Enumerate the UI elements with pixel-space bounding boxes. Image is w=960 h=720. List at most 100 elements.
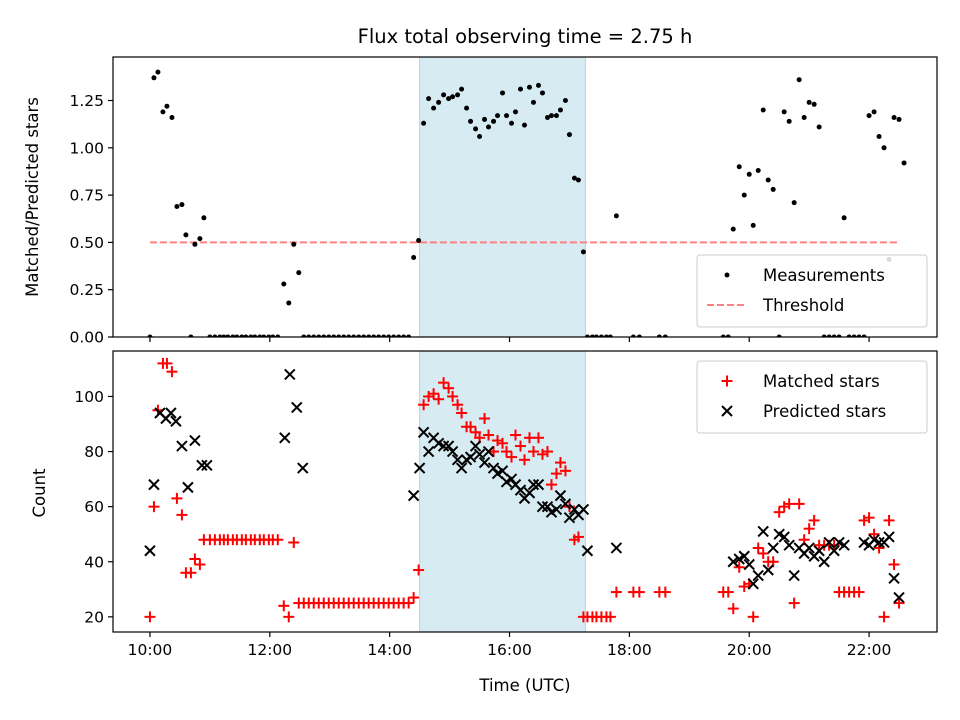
data-point <box>411 255 417 261</box>
data-point <box>510 429 522 441</box>
data-point <box>548 113 554 119</box>
data-point <box>818 556 830 568</box>
data-point <box>801 115 807 121</box>
series-measurements <box>147 69 907 337</box>
data-point <box>656 334 662 337</box>
y-tick-label: 100 <box>74 388 104 406</box>
data-point <box>773 506 785 518</box>
data-point <box>225 334 231 337</box>
data-point <box>722 586 734 598</box>
data-point <box>446 96 452 102</box>
data-point <box>808 514 820 526</box>
data-point <box>437 440 450 452</box>
data-point <box>878 611 890 623</box>
data-point <box>351 334 357 337</box>
data-point <box>500 90 506 96</box>
data-point <box>562 98 568 104</box>
data-point <box>535 82 541 88</box>
data-point <box>266 334 272 337</box>
data-point <box>401 334 407 337</box>
data-point <box>182 481 194 494</box>
data-point <box>452 399 464 411</box>
data-point <box>148 478 160 491</box>
data-point <box>783 539 795 551</box>
data-point <box>752 569 764 582</box>
data-point <box>505 473 518 485</box>
data-point <box>183 232 189 238</box>
data-point <box>144 611 156 623</box>
data-point <box>144 545 156 557</box>
data-point <box>194 559 206 571</box>
data-point <box>750 222 756 228</box>
data-point <box>550 503 563 516</box>
data-point <box>468 118 474 124</box>
data-point <box>482 445 495 458</box>
data-point <box>584 334 590 337</box>
data-point <box>853 586 865 598</box>
data-point <box>813 545 825 557</box>
data-point <box>164 103 170 109</box>
x-tick-label: 14:00 <box>367 641 412 659</box>
data-point <box>479 412 491 424</box>
data-point <box>464 105 470 111</box>
data-point <box>470 426 482 438</box>
y-tick-label: 80 <box>84 443 104 461</box>
data-point <box>778 501 790 513</box>
data-point <box>483 429 495 441</box>
data-point <box>598 334 604 337</box>
data-point <box>541 500 554 513</box>
x-axis-label: Time (UTC) <box>478 676 570 695</box>
data-point <box>747 578 759 590</box>
plot-area <box>144 357 905 623</box>
data-point <box>788 597 800 609</box>
data-point <box>826 334 832 337</box>
data-point <box>413 564 425 576</box>
data-point <box>179 202 185 208</box>
y-tick-label: 1.00 <box>69 139 104 157</box>
data-point <box>189 434 201 447</box>
data-point <box>539 90 545 96</box>
data-point <box>803 523 815 535</box>
data-point <box>192 241 198 247</box>
data-point <box>856 334 862 337</box>
legend-label: Matched stars <box>763 372 880 391</box>
data-point <box>356 334 362 337</box>
data-point <box>243 334 249 337</box>
data-point <box>553 113 559 119</box>
data-point <box>422 445 435 458</box>
data-point <box>518 86 524 92</box>
data-point <box>806 99 812 105</box>
y-tick-label: 0.00 <box>69 329 104 347</box>
data-point <box>836 334 842 337</box>
data-point <box>828 545 840 557</box>
data-point <box>366 334 372 337</box>
data-point <box>196 459 208 472</box>
data-point <box>509 120 515 126</box>
data-point <box>239 334 245 337</box>
data-point <box>741 192 747 198</box>
data-point <box>604 611 616 623</box>
data-point <box>727 603 739 615</box>
data-point <box>446 445 459 458</box>
data-point <box>659 586 671 598</box>
data-point <box>866 113 872 119</box>
plot-area <box>147 69 907 337</box>
legend-box <box>696 254 928 328</box>
legend-marker <box>721 405 733 417</box>
data-point <box>831 334 837 337</box>
observing-span <box>419 350 586 633</box>
data-point <box>838 539 850 551</box>
data-point <box>491 118 497 124</box>
data-point <box>575 177 581 183</box>
data-point <box>523 487 536 499</box>
data-point <box>858 514 870 526</box>
legend-marker <box>721 375 733 387</box>
data-point <box>888 559 900 571</box>
data-point <box>506 451 518 463</box>
data-point <box>757 525 769 538</box>
data-point <box>407 489 420 502</box>
data-point <box>893 591 905 604</box>
data-point <box>527 446 539 458</box>
data-point <box>455 92 461 98</box>
